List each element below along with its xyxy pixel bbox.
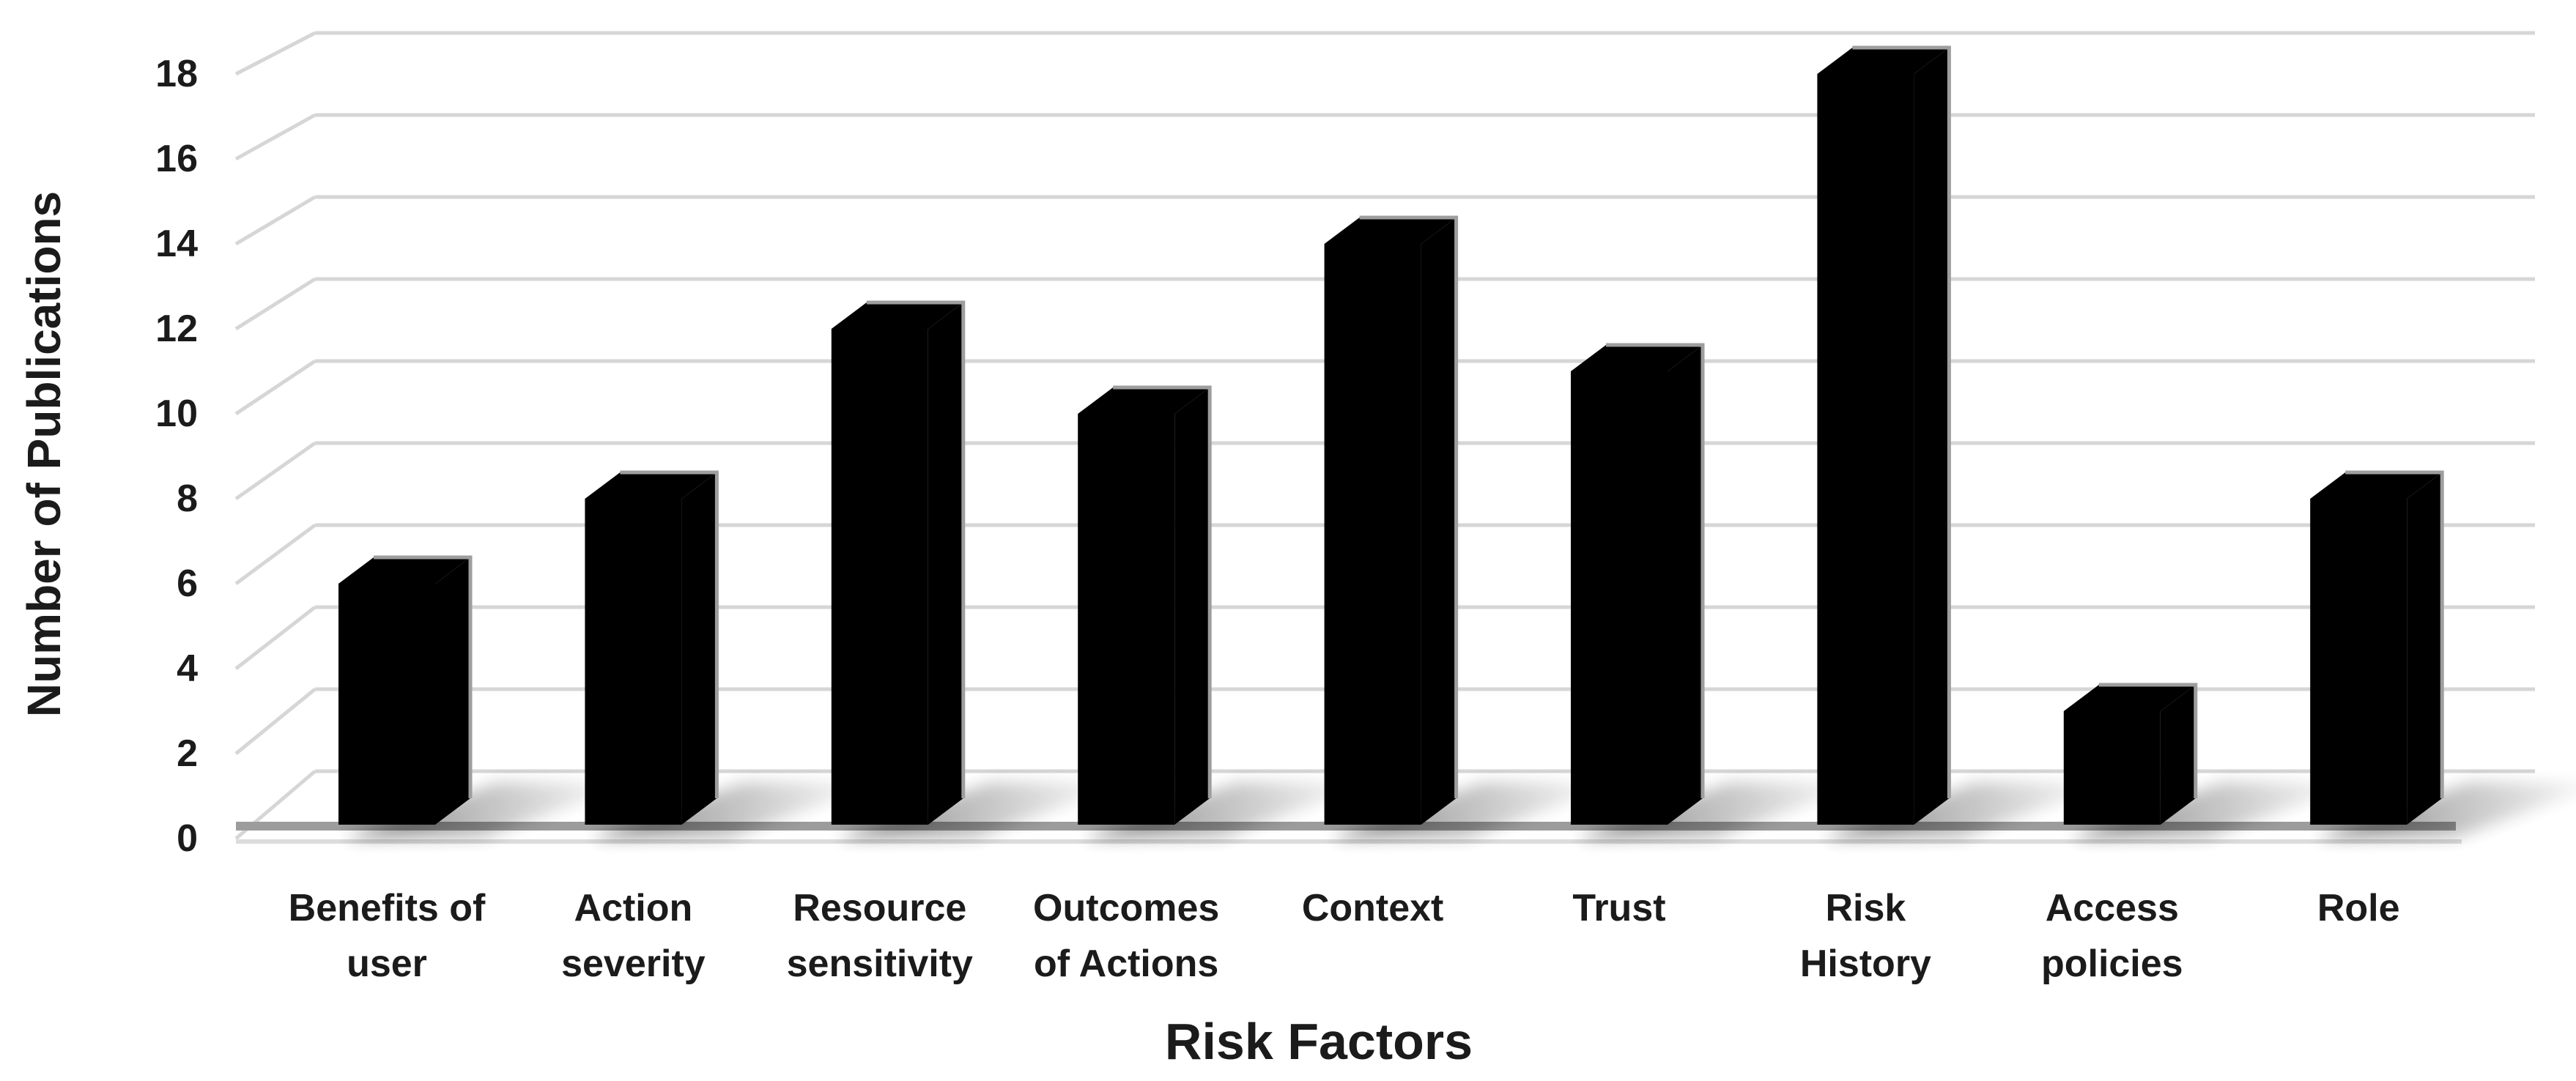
bar-edge-highlight	[620, 470, 719, 798]
bar-top-face	[338, 557, 470, 584]
bar-benefits-of-user	[338, 555, 473, 825]
bar-top-face	[585, 472, 717, 499]
bar-front-face	[1324, 244, 1421, 825]
x-category-label: user	[347, 943, 427, 985]
bar-side-face	[928, 302, 963, 825]
x-category-label: severity	[561, 943, 706, 985]
bar-edge-highlight	[374, 555, 473, 798]
bar-side-face	[2160, 685, 2196, 825]
y-tick-connector-10	[234, 359, 317, 416]
bar-top-face	[1078, 387, 1210, 414]
y-tick-connector-6	[234, 523, 317, 586]
bar-side-face	[435, 557, 470, 825]
floor-front-line	[236, 839, 2462, 844]
x-category-label: Access	[2046, 887, 2179, 929]
bar-side-face	[1668, 345, 1703, 825]
y-tick-label-12: 12	[155, 308, 198, 350]
y-tick-label-8: 8	[177, 478, 198, 520]
x-axis-title: Risk Factors	[1165, 1013, 1473, 1070]
bar-top-face	[1817, 48, 1950, 74]
x-category-label: Outcomes	[1033, 887, 1219, 929]
x-category-label: policies	[2041, 943, 2183, 985]
x-category-label: Benefits of	[289, 887, 486, 929]
bar-top-face	[2310, 472, 2443, 499]
bar-front-face	[2310, 499, 2407, 825]
bar-edge-highlight	[2345, 470, 2444, 798]
bar-front-face	[1817, 74, 1914, 825]
bar-front-face	[585, 499, 682, 825]
y-tick-label-18: 18	[155, 53, 198, 95]
x-category-label: Action	[574, 887, 693, 929]
x-category-label: sensitivity	[787, 943, 973, 985]
bar-top-face	[2063, 685, 2196, 711]
bar-side-face	[1914, 48, 1950, 825]
bar-side-face	[681, 472, 717, 825]
y-tick-label-4: 4	[177, 647, 198, 690]
bar-edge-highlight	[1852, 45, 1951, 798]
y-tick-label-0: 0	[177, 817, 198, 860]
bar-side-face	[1421, 218, 1457, 825]
x-category-label: Role	[2317, 887, 2400, 929]
bar-top-face	[1324, 218, 1457, 244]
bar-resource-sensitivity	[831, 300, 966, 825]
y-tick-connector-4	[234, 606, 317, 670]
bar-edge-highlight	[1359, 215, 1459, 798]
y-tick-label-2: 2	[177, 732, 198, 775]
y-tick-label-14: 14	[155, 223, 198, 265]
bar-edge-highlight	[2098, 683, 2198, 798]
bar-access-policies	[2063, 683, 2198, 825]
y-tick-connector-8	[234, 441, 317, 501]
y-tick-label-16: 16	[155, 138, 198, 180]
x-category-label: Resource	[793, 887, 966, 929]
bar-front-face	[338, 584, 435, 825]
y-tick-connector-16	[234, 113, 317, 161]
y-axis-title: Number of Publications	[18, 191, 70, 717]
bar-side-face	[1174, 387, 1210, 825]
bar-outcomes-of-actions	[1078, 385, 1212, 825]
bar-trust	[1571, 343, 1705, 825]
y-tick-connector-12	[234, 277, 317, 331]
y-tick-label-10: 10	[155, 393, 198, 435]
bar-edge-highlight	[866, 300, 966, 798]
y-tick-label-6: 6	[177, 562, 198, 605]
bar-risk-history	[1817, 45, 1951, 825]
bar-front-face	[831, 329, 928, 825]
x-category-label: Context	[1302, 887, 1444, 929]
bar-side-face	[2407, 472, 2443, 825]
y-tick-connector-18	[234, 31, 317, 76]
x-category-label: Trust	[1572, 887, 1665, 929]
x-category-label: History	[1800, 943, 1931, 985]
bar-front-face	[1571, 371, 1668, 825]
bar-role	[2310, 470, 2444, 825]
bar-front-face	[2063, 711, 2161, 825]
y-tick-connector-14	[234, 195, 317, 246]
x-category-label: of Actions	[1034, 943, 1218, 985]
bar-top-face	[1571, 345, 1703, 371]
bar-context	[1324, 215, 1459, 825]
x-category-label: Risk	[1825, 887, 1906, 929]
bar-edge-highlight	[1606, 343, 1705, 798]
bar-top-face	[831, 302, 963, 329]
y-tick-connector-2	[234, 688, 317, 755]
bar-front-face	[1078, 414, 1175, 825]
bar-action-severity	[585, 470, 719, 825]
bar-edge-highlight	[1113, 385, 1212, 798]
